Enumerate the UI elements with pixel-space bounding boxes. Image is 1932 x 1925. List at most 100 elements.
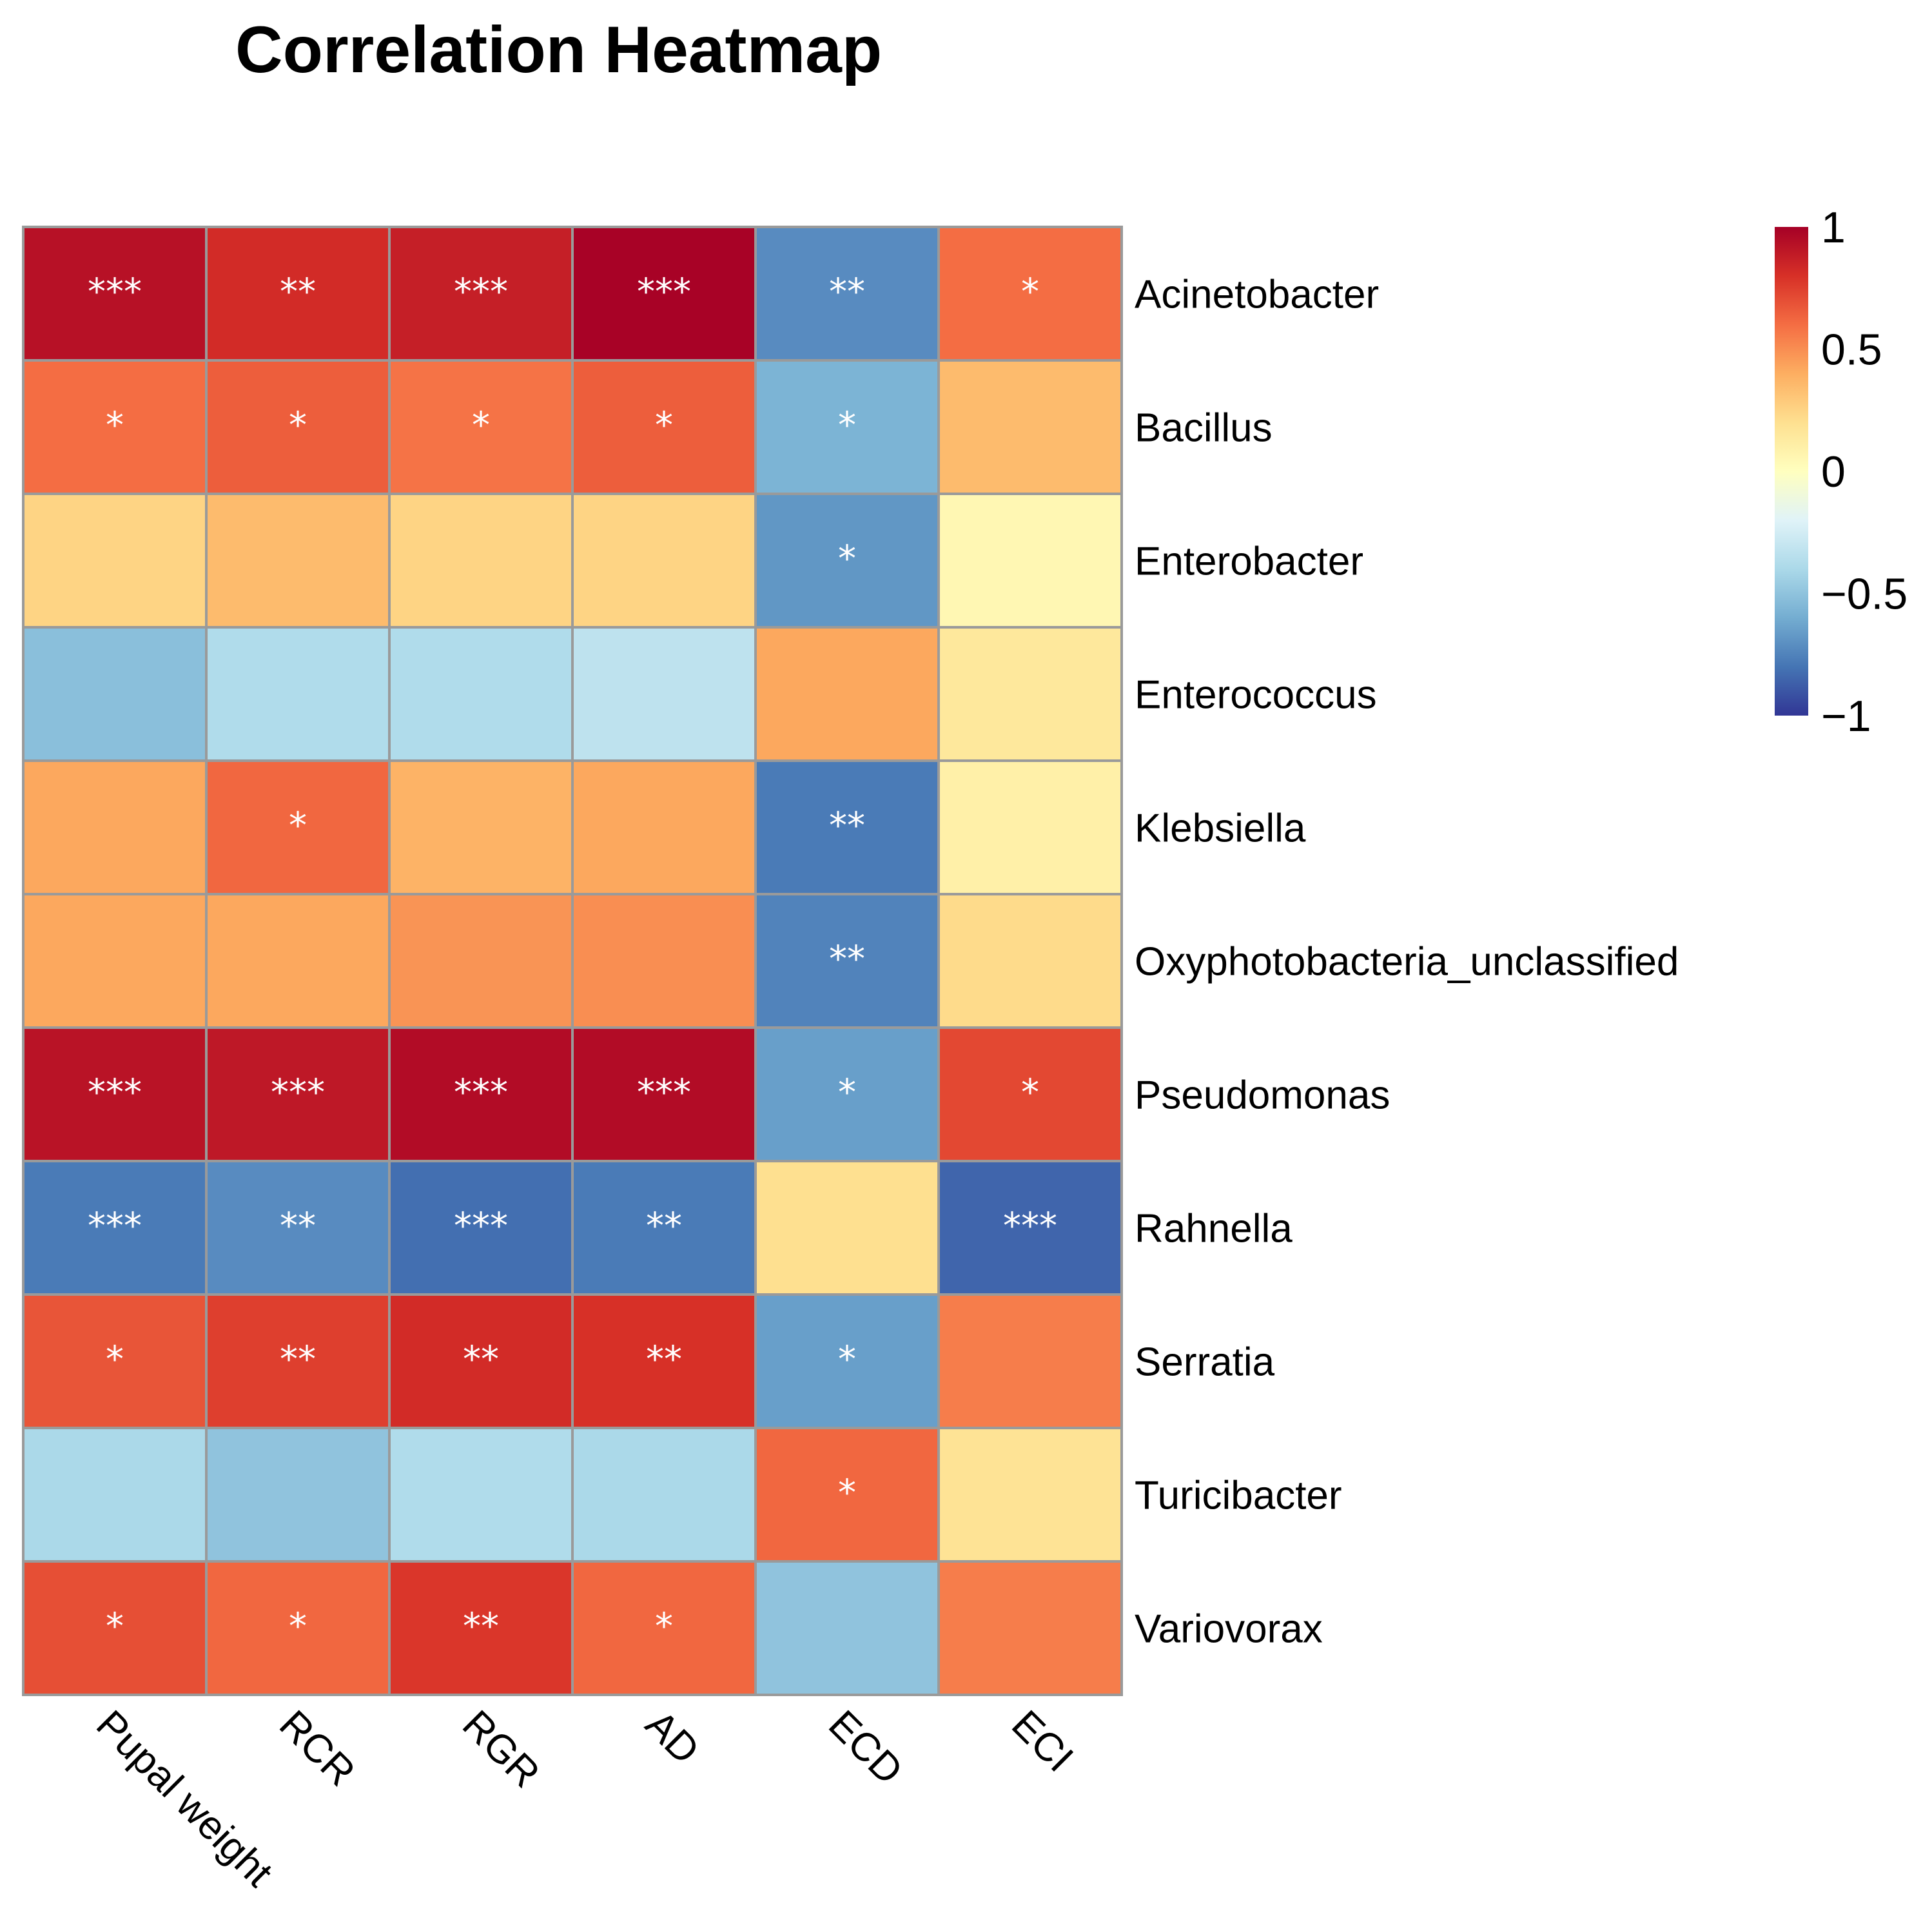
cell-serratia-eci — [937, 1293, 1123, 1429]
cell-pseudomonas-rgr — [388, 1026, 574, 1162]
legend-tick-label: 1 — [1821, 203, 1846, 252]
cell-klebsiella-rgr — [388, 759, 574, 895]
significance-acinetobacter-rgr: *** — [454, 271, 508, 313]
significance-klebsiella-rcr: * — [289, 805, 307, 847]
cell-pseudomonas-eci — [937, 1026, 1123, 1162]
cell-enterobacter-pupal-weight — [22, 493, 208, 629]
cell-enterococcus-rcr — [205, 626, 391, 762]
chart-title: Correlation Heatmap — [235, 13, 882, 86]
significance-rahnella-eci: *** — [1003, 1206, 1057, 1247]
significance-variovorax-ad: * — [655, 1606, 673, 1648]
cell-acinetobacter-rgr — [388, 226, 574, 362]
column-label-rgr: RGR — [454, 1702, 548, 1796]
cell-pseudomonas-rcr — [205, 1026, 391, 1162]
cell-turicibacter-pupal-weight — [22, 1427, 208, 1563]
significance-bacillus-pupal-weight: * — [106, 405, 124, 447]
cell-klebsiella-ad — [571, 759, 757, 895]
significance-pseudomonas-ecd: * — [838, 1072, 856, 1114]
cell-turicibacter-rcr — [205, 1427, 391, 1563]
significance-oxyphotobacteria-unclassified-ecd: ** — [829, 939, 865, 981]
cell-enterobacter-rgr — [388, 493, 574, 629]
significance-enterobacter-ecd: * — [838, 538, 856, 580]
significance-markers: *** ** *** *** ** ** * * * *** ******* *** *** *** * **… — [88, 271, 1057, 1648]
significance-variovorax-rcr: * — [289, 1606, 307, 1648]
cell-enterococcus-ad — [571, 626, 757, 762]
row-labels: Acinetobacter Bacillus Enterobacter Enteroc… — [1135, 273, 1679, 1652]
cell-variovorax-ad — [571, 1560, 757, 1696]
cell-variovorax-rcr — [205, 1560, 391, 1696]
significance-rahnella-ad: ** — [646, 1206, 682, 1247]
cell-bacillus-rcr — [205, 359, 391, 495]
legend-color-bar — [1775, 227, 1808, 716]
legend-tick-label: −1 — [1821, 692, 1871, 741]
cell-rahnella-ad — [571, 1160, 757, 1296]
cell-enterobacter-ad — [571, 493, 757, 629]
significance-rahnella-pupal-weight: *** — [88, 1206, 142, 1247]
cell-serratia-rcr — [205, 1293, 391, 1429]
significance-rahnella-rgr: *** — [454, 1206, 508, 1247]
significance-pseudomonas-ad: *** — [637, 1072, 691, 1114]
significance-variovorax-rgr: ** — [463, 1606, 499, 1648]
column-label-pupal-weight: Pupal weight — [88, 1702, 281, 1895]
significance-acinetobacter-rcr: ** — [280, 271, 316, 313]
significance-serratia-ad: ** — [646, 1339, 682, 1381]
row-label-pseudomonas: Pseudomonas — [1135, 1073, 1390, 1118]
cell-oxyphotobacteria-unclassified-eci — [937, 893, 1123, 1029]
significance-serratia-pupal-weight: * — [106, 1339, 124, 1381]
cell-acinetobacter-eci — [937, 226, 1123, 362]
cell-acinetobacter-pupal-weight — [22, 226, 208, 362]
cell-serratia-ecd — [754, 1293, 940, 1429]
cell-pseudomonas-ad — [571, 1026, 757, 1162]
significance-acinetobacter-ecd: ** — [829, 271, 865, 313]
cell-pseudomonas-ecd — [754, 1026, 940, 1162]
cell-klebsiella-pupal-weight — [22, 759, 208, 895]
row-label-enterobacter: Enterobacter — [1135, 540, 1363, 584]
heatmap-cells — [22, 226, 1123, 1696]
significance-acinetobacter-eci: * — [1021, 271, 1039, 313]
column-label-ecd: ECD — [820, 1702, 911, 1793]
cell-bacillus-ad — [571, 359, 757, 495]
legend-tick-label: −0.5 — [1821, 570, 1908, 619]
cell-turicibacter-rgr — [388, 1427, 574, 1563]
cell-enterococcus-rgr — [388, 626, 574, 762]
cell-enterococcus-ecd — [754, 626, 940, 762]
row-label-enterococcus: Enterococcus — [1135, 673, 1377, 718]
significance-pseudomonas-rcr: *** — [271, 1072, 325, 1114]
row-label-klebsiella: Klebsiella — [1135, 806, 1306, 851]
legend-tick-label: 0 — [1821, 447, 1846, 496]
cell-rahnella-ecd — [754, 1160, 940, 1296]
row-label-rahnella: Rahnella — [1135, 1207, 1293, 1251]
significance-rahnella-rcr: ** — [280, 1206, 316, 1247]
row-label-acinetobacter: Acinetobacter — [1135, 273, 1379, 317]
cell-turicibacter-ad — [571, 1427, 757, 1563]
cell-enterococcus-pupal-weight — [22, 626, 208, 762]
cell-enterococcus-eci — [937, 626, 1123, 762]
cell-rahnella-pupal-weight — [22, 1160, 208, 1296]
cell-bacillus-eci — [937, 359, 1123, 495]
significance-bacillus-ad: * — [655, 405, 673, 447]
cell-klebsiella-ecd — [754, 759, 940, 895]
color-legend: 1 0.5 0 −0.5 −1 — [1775, 203, 1908, 741]
significance-serratia-ecd: * — [838, 1339, 856, 1381]
row-label-turicibacter: Turicibacter — [1135, 1474, 1342, 1518]
significance-bacillus-ecd: * — [838, 405, 856, 447]
significance-serratia-rgr: ** — [463, 1339, 499, 1381]
cell-klebsiella-eci — [937, 759, 1123, 895]
significance-acinetobacter-ad: *** — [637, 271, 691, 313]
significance-acinetobacter-pupal-weight: *** — [88, 271, 142, 313]
significance-turicibacter-ecd: * — [838, 1472, 856, 1514]
cell-rahnella-rcr — [205, 1160, 391, 1296]
column-label-rcr: RCR — [271, 1702, 364, 1795]
significance-bacillus-rcr: * — [289, 405, 307, 447]
cell-oxyphotobacteria-unclassified-pupal-weight — [22, 893, 208, 1029]
cell-serratia-pupal-weight — [22, 1293, 208, 1429]
row-label-serratia: Serratia — [1135, 1340, 1275, 1385]
cell-turicibacter-eci — [937, 1427, 1123, 1563]
row-label-bacillus: Bacillus — [1135, 406, 1273, 451]
cell-variovorax-eci — [937, 1560, 1123, 1696]
cell-enterobacter-rcr — [205, 493, 391, 629]
row-label-oxyphotobacteria-unclassified: Oxyphotobacteria_unclassified — [1135, 940, 1679, 984]
legend-ticks: 1 0.5 0 −0.5 −1 — [1821, 203, 1908, 741]
